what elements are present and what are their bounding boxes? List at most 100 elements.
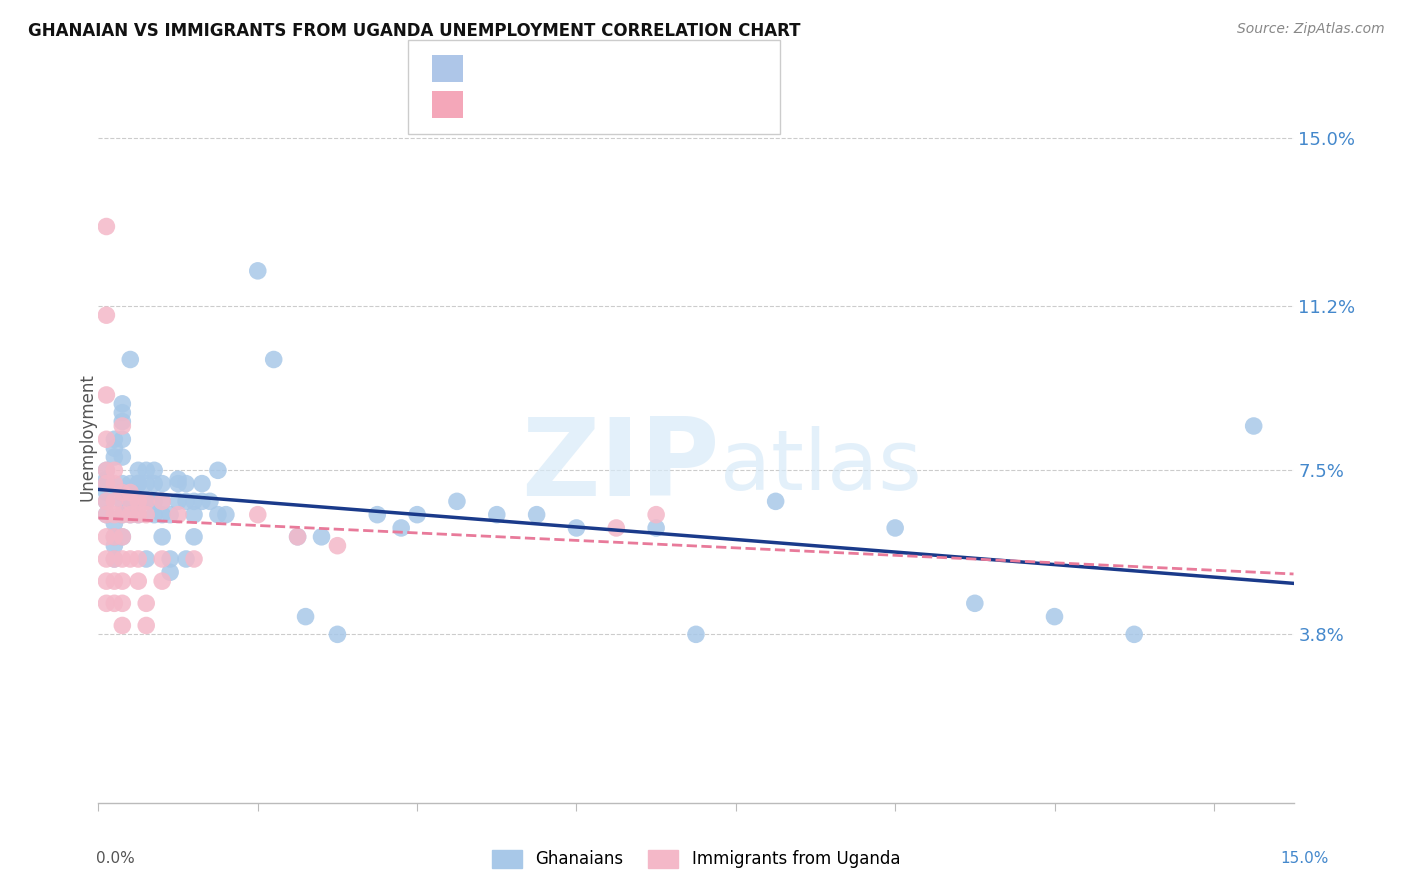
Point xyxy=(111,508,134,522)
Point xyxy=(120,508,142,522)
Point xyxy=(326,539,349,553)
Point xyxy=(215,508,238,522)
Point xyxy=(143,476,166,491)
Point xyxy=(103,432,125,446)
Text: N =: N = xyxy=(574,95,613,113)
Point xyxy=(159,566,181,580)
Point xyxy=(135,476,157,491)
Point xyxy=(207,463,229,477)
Point xyxy=(246,508,269,522)
Point xyxy=(1043,609,1066,624)
Point xyxy=(135,494,157,508)
Point xyxy=(103,530,125,544)
Text: atlas: atlas xyxy=(720,425,921,507)
Point xyxy=(96,432,118,446)
Point xyxy=(150,574,173,589)
Point xyxy=(120,508,142,522)
Point xyxy=(326,627,349,641)
Point xyxy=(127,476,149,491)
Point xyxy=(127,574,149,589)
Point xyxy=(287,530,309,544)
Point xyxy=(111,618,134,632)
Text: 0.0%: 0.0% xyxy=(96,851,135,865)
Point xyxy=(96,463,118,477)
Point xyxy=(127,494,149,508)
Point xyxy=(96,530,118,544)
Point xyxy=(183,508,205,522)
Point xyxy=(605,521,627,535)
Point xyxy=(1123,627,1146,641)
Point xyxy=(127,508,149,522)
Point xyxy=(96,508,118,522)
Point xyxy=(135,552,157,566)
Point xyxy=(127,508,149,522)
Point xyxy=(111,432,134,446)
Point xyxy=(150,530,173,544)
Point xyxy=(103,516,125,531)
Point xyxy=(143,463,166,477)
Point xyxy=(485,508,508,522)
Point xyxy=(96,308,118,322)
Point xyxy=(111,485,134,500)
Point xyxy=(127,476,149,491)
Point xyxy=(96,388,118,402)
Point xyxy=(150,494,173,508)
Point xyxy=(96,476,118,491)
Point xyxy=(96,508,118,522)
Point xyxy=(96,596,118,610)
Point xyxy=(103,574,125,589)
Text: -0.016: -0.016 xyxy=(513,95,571,113)
Point xyxy=(111,508,134,522)
Point xyxy=(565,521,588,535)
Point xyxy=(103,552,125,566)
Point xyxy=(167,472,190,486)
Point xyxy=(167,508,190,522)
Point xyxy=(96,574,118,589)
Point xyxy=(263,352,285,367)
Point xyxy=(127,463,149,477)
Point xyxy=(183,530,205,544)
Point xyxy=(311,530,333,544)
Point xyxy=(159,508,181,522)
Text: ZIP: ZIP xyxy=(522,413,720,519)
Point xyxy=(135,508,157,522)
Point xyxy=(103,530,125,544)
Point xyxy=(143,508,166,522)
Point xyxy=(174,494,197,508)
Point xyxy=(111,494,134,508)
Point xyxy=(685,627,707,641)
Point xyxy=(111,450,134,464)
Point xyxy=(103,450,125,464)
Point xyxy=(111,530,134,544)
Point xyxy=(103,476,125,491)
Point xyxy=(103,552,125,566)
Point xyxy=(120,494,142,508)
Point xyxy=(150,508,173,522)
Point xyxy=(446,494,468,508)
Point xyxy=(135,618,157,632)
Text: 50: 50 xyxy=(613,95,636,113)
Point xyxy=(150,476,173,491)
Point xyxy=(183,494,205,508)
Point xyxy=(111,530,134,544)
Point xyxy=(191,494,214,508)
Point xyxy=(111,485,134,500)
Point xyxy=(765,494,787,508)
Point xyxy=(111,419,134,434)
Text: R =: R = xyxy=(471,60,510,78)
Point xyxy=(143,494,166,508)
Point xyxy=(96,552,118,566)
Point xyxy=(127,552,149,566)
Point xyxy=(526,508,548,522)
Point xyxy=(96,472,118,486)
Point xyxy=(103,463,125,477)
Point xyxy=(120,552,142,566)
Point xyxy=(103,441,125,455)
Point xyxy=(103,494,125,508)
Point xyxy=(111,397,134,411)
Point xyxy=(645,521,668,535)
Y-axis label: Unemployment: Unemployment xyxy=(79,373,96,501)
Point xyxy=(389,521,412,535)
Point xyxy=(120,352,142,367)
Point xyxy=(884,521,907,535)
